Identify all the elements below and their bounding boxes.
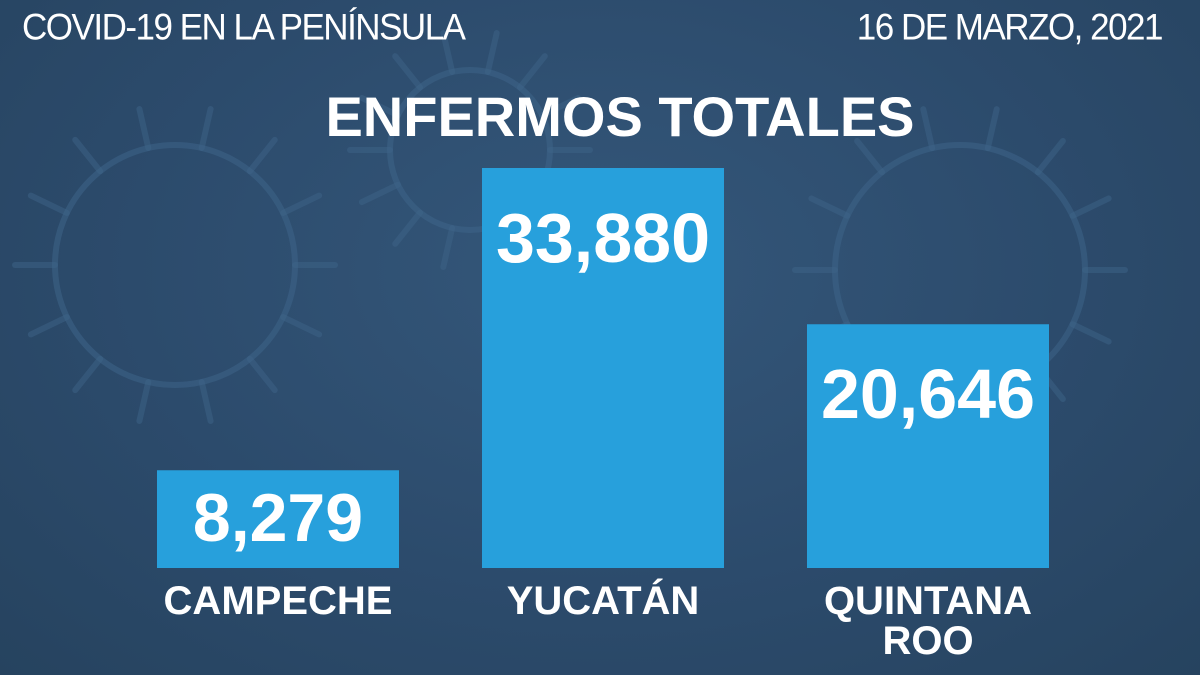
virus-spike	[539, 94, 582, 119]
virus-spike	[920, 106, 936, 152]
category-label: QUINTANA	[824, 579, 1032, 623]
virus-spike	[1069, 195, 1112, 219]
virus-spike	[440, 224, 456, 270]
virus-spike	[246, 355, 278, 394]
virus-spike	[27, 314, 70, 338]
category-label: CAMPECHE	[164, 579, 393, 623]
bar-2	[807, 324, 1049, 568]
virus-spike	[1034, 137, 1066, 176]
virus-spike	[808, 195, 851, 219]
bar-1	[482, 168, 724, 568]
virus-spike	[280, 192, 323, 216]
bar-value-label: 8,279	[193, 480, 363, 556]
virus-spike	[280, 314, 323, 338]
virus-spike	[358, 94, 401, 119]
virus-spike	[854, 137, 886, 176]
virus-spike	[358, 181, 401, 206]
virus-spike	[136, 378, 152, 424]
virus-spike	[136, 106, 152, 152]
virus-spike	[246, 136, 278, 175]
virus-spike	[392, 209, 424, 247]
virus-spike	[516, 53, 548, 91]
virus-spike	[198, 106, 214, 152]
chart-title: ENFERMOS TOTALES	[325, 85, 914, 148]
header-subject: COVID-19 EN LA PENÍNSULA	[22, 7, 466, 48]
category-label: YUCATÁN	[507, 578, 700, 623]
category-label: ROO	[882, 619, 973, 663]
virus-spike	[198, 378, 214, 424]
virus-spike	[484, 30, 500, 76]
virus-spike	[392, 53, 424, 91]
virus-spike	[27, 192, 70, 216]
header-date: 16 DE MARZO, 2021	[856, 7, 1164, 48]
virus-spike	[72, 136, 104, 175]
bar-value-label: 33,880	[496, 199, 710, 277]
virus-spike	[72, 355, 104, 394]
virus-spike	[1069, 321, 1112, 345]
virus-spike	[984, 106, 1000, 152]
bar-0	[157, 470, 399, 568]
bar-value-label: 20,646	[821, 355, 1035, 433]
virus-spike	[440, 30, 456, 76]
